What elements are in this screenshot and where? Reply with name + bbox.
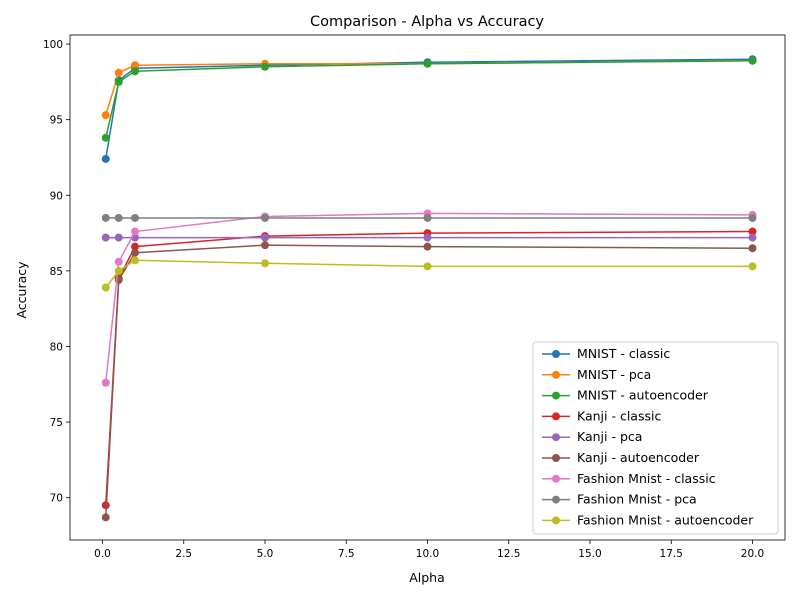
data-point: [748, 244, 757, 253]
y-tick-label: 95: [50, 115, 63, 127]
data-point: [748, 56, 757, 65]
series-6: [101, 209, 757, 387]
legend-label: Fashion Mnist - autoencoder: [577, 512, 754, 527]
chart-title: Comparison - Alpha vs Accuracy: [310, 14, 544, 30]
y-tick-label: 80: [50, 341, 63, 353]
legend-label: Kanji - classic: [577, 408, 661, 423]
legend-label: Kanji - autoencoder: [577, 450, 700, 465]
x-tick-label: 2.5: [175, 548, 192, 560]
data-point: [423, 242, 432, 251]
data-point: [423, 213, 432, 222]
legend-entry-2: MNIST - autoencoder: [542, 388, 709, 403]
data-point: [748, 262, 757, 271]
data-point: [423, 59, 432, 68]
legend-label: Kanji - pca: [577, 429, 642, 444]
data-point: [101, 233, 110, 242]
data-point: [131, 67, 139, 76]
x-tick-label: 0.0: [94, 548, 111, 560]
x-tick-label: 7.5: [338, 548, 355, 560]
x-tick-label: 10.0: [416, 548, 439, 560]
legend-label: MNIST - autoencoder: [577, 388, 709, 403]
data-point: [101, 133, 110, 142]
data-point: [261, 241, 269, 250]
legend-entry-4: Kanji - pca: [542, 429, 642, 444]
series-line-6: [105, 212, 753, 383]
data-point: [261, 213, 269, 222]
legend-marker: [552, 433, 560, 442]
legend-label: MNIST - pca: [577, 367, 651, 382]
legend-entry-0: MNIST - classic: [542, 346, 670, 361]
x-tick-label: 15.0: [578, 548, 601, 560]
y-tick-label: 90: [50, 190, 63, 202]
y-tick-label: 75: [50, 417, 63, 429]
legend-label: Fashion Mnist - classic: [577, 471, 716, 486]
data-point: [131, 213, 139, 222]
data-point: [423, 262, 432, 271]
legend-entry-6: Fashion Mnist - classic: [542, 471, 716, 486]
legend-entry-3: Kanji - classic: [542, 408, 661, 423]
data-point: [114, 68, 123, 77]
x-tick-label: 12.5: [497, 548, 520, 560]
legend-entry-1: MNIST - pca: [542, 367, 651, 382]
x-axis-label: Alpha: [409, 570, 445, 585]
legend-entry-8: Fashion Mnist - autoencoder: [542, 512, 754, 527]
y-axis-label: Accuracy: [14, 261, 29, 319]
x-tick-label: 5.0: [257, 548, 274, 560]
series-2: [101, 56, 757, 142]
data-point: [101, 378, 110, 387]
series-line-5: [105, 244, 753, 518]
x-tick-label: 17.5: [660, 548, 683, 560]
data-point: [261, 233, 269, 242]
y-tick-label: 100: [43, 39, 63, 51]
data-point: [101, 283, 110, 292]
legend-label: Fashion Mnist - pca: [577, 492, 697, 507]
legend-marker: [552, 474, 560, 483]
data-point: [261, 259, 269, 268]
data-point: [131, 61, 139, 70]
legend-entry-5: Kanji - autoencoder: [542, 450, 700, 465]
y-tick-label: 85: [50, 266, 63, 278]
data-point: [114, 257, 123, 266]
y-tick-label: 70: [50, 493, 63, 505]
legend-entry-7: Fashion Mnist - pca: [542, 492, 697, 507]
data-point: [101, 111, 110, 120]
series-7: [101, 213, 757, 222]
data-point: [748, 233, 757, 242]
legend-label: MNIST - classic: [577, 346, 670, 361]
legend-marker: [552, 370, 560, 379]
data-point: [131, 242, 139, 251]
legend-marker: [552, 454, 560, 462]
data-point: [748, 227, 757, 236]
legend-marker: [552, 350, 560, 358]
data-point: [748, 213, 757, 222]
data-point: [101, 513, 110, 522]
data-point: [131, 256, 139, 265]
legend-marker: [552, 412, 560, 421]
data-point: [131, 227, 139, 236]
data-point: [101, 213, 110, 222]
plot-area: 0.0 2.5 5.0 7.5 10.0 12.5 15.0 17.5 20.0 70 75 80 85…: [43, 34, 786, 560]
x-tick-label: 20.0: [741, 548, 764, 560]
data-point: [114, 213, 123, 222]
legend: MNIST - classic MNIST - pca MNIST - autoen…: [532, 341, 779, 535]
series-4: [101, 233, 757, 242]
series-line-2: [105, 59, 753, 138]
data-point: [423, 233, 432, 242]
data-point: [131, 248, 139, 257]
data-point: [114, 77, 123, 86]
data-point: [114, 233, 123, 242]
data-point: [261, 62, 269, 71]
data-point: [101, 154, 110, 163]
data-point: [114, 266, 123, 275]
legend-box: [532, 341, 779, 535]
legend-marker: [552, 516, 560, 525]
legend-marker: [552, 391, 560, 400]
legend-marker: [552, 495, 560, 504]
series-8: [101, 256, 757, 292]
